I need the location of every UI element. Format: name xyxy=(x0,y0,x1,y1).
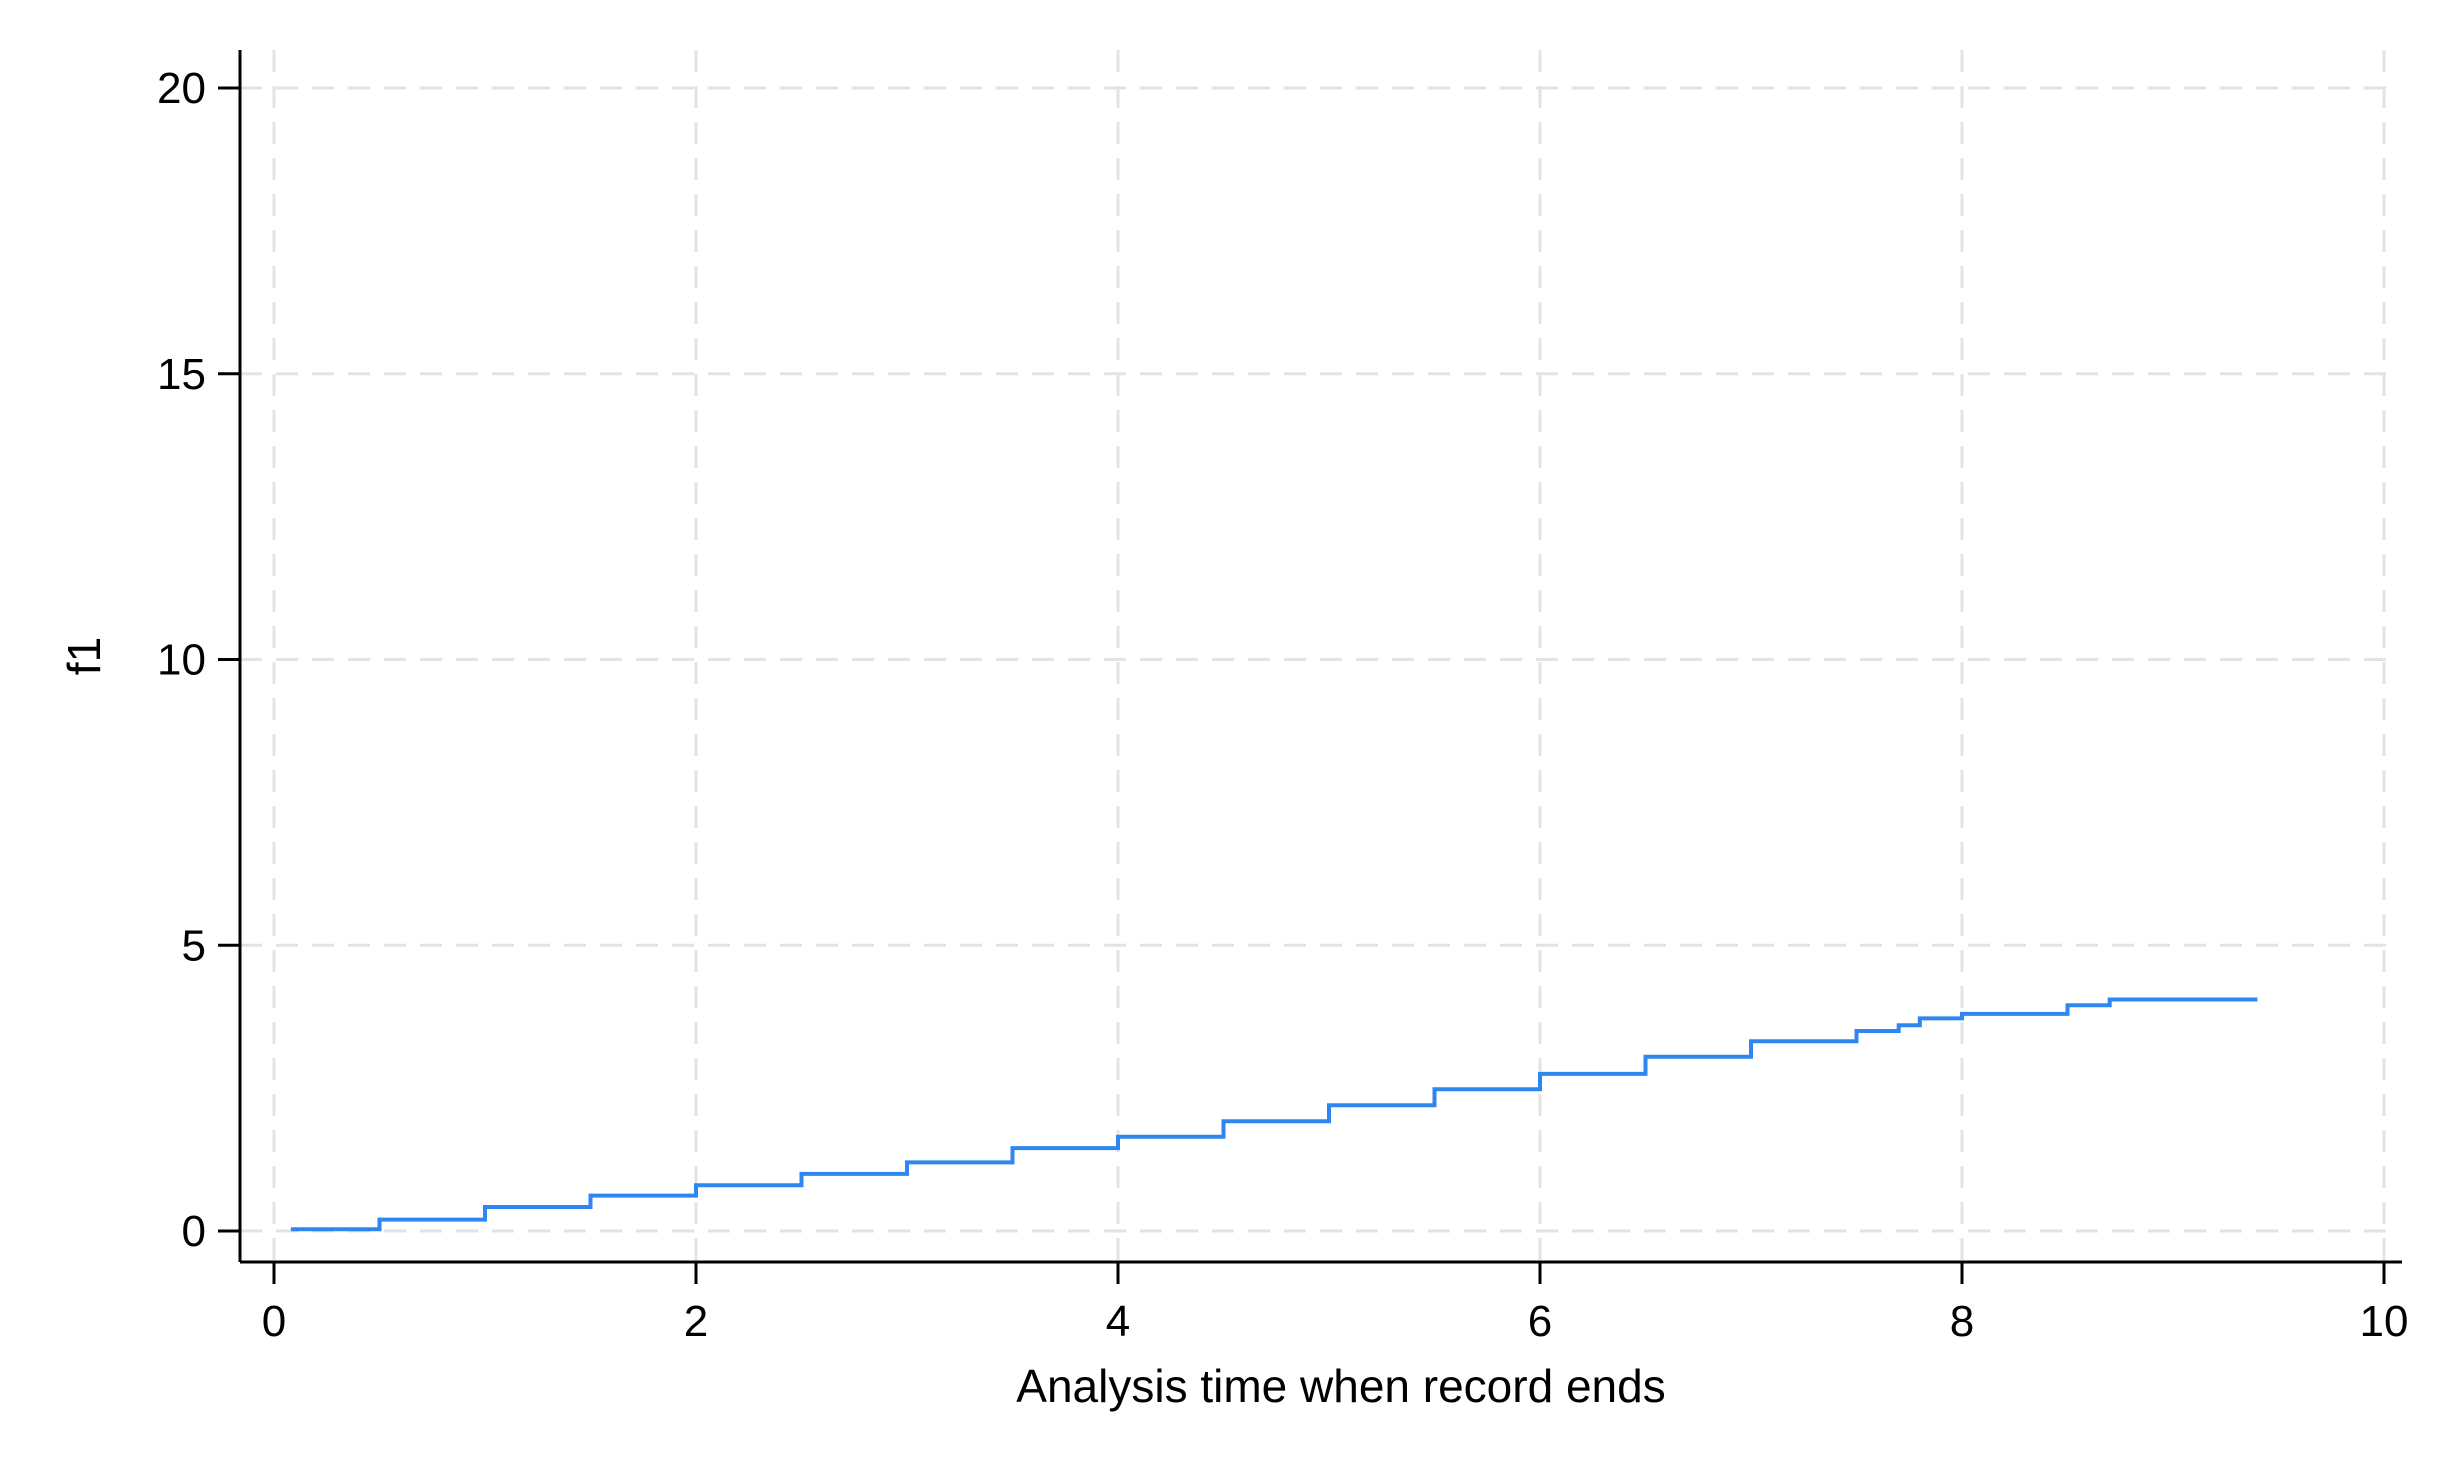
x-axis-title: Analysis time when record ends xyxy=(1016,1360,1665,1412)
y-axis-title: f1 xyxy=(58,637,110,675)
y-axis-ticks: 0 5 10 15 20 xyxy=(157,64,240,1256)
y-tick-label-20: 20 xyxy=(157,64,206,113)
x-gridlines xyxy=(272,50,2386,1262)
x-tick-label-2: 2 xyxy=(684,1297,708,1346)
series-line-1 xyxy=(290,997,2258,1232)
y-tick-label-0: 0 xyxy=(182,1207,206,1256)
x-tick-label-4: 4 xyxy=(1106,1297,1130,1346)
y-tick-label-15: 15 xyxy=(157,350,206,399)
y-gridlines xyxy=(240,86,2400,1233)
x-tick-label-10: 10 xyxy=(2360,1297,2409,1346)
series-group xyxy=(290,997,2258,1232)
x-tick-label-0: 0 xyxy=(262,1297,286,1346)
x-tick-label-8: 8 xyxy=(1950,1297,1974,1346)
y-tick-label-5: 5 xyxy=(182,921,206,970)
y-tick-label-10: 10 xyxy=(157,636,206,685)
x-tick-label-6: 6 xyxy=(1528,1297,1552,1346)
x-axis-ticks: 0 2 4 6 8 10 xyxy=(262,1262,2409,1346)
